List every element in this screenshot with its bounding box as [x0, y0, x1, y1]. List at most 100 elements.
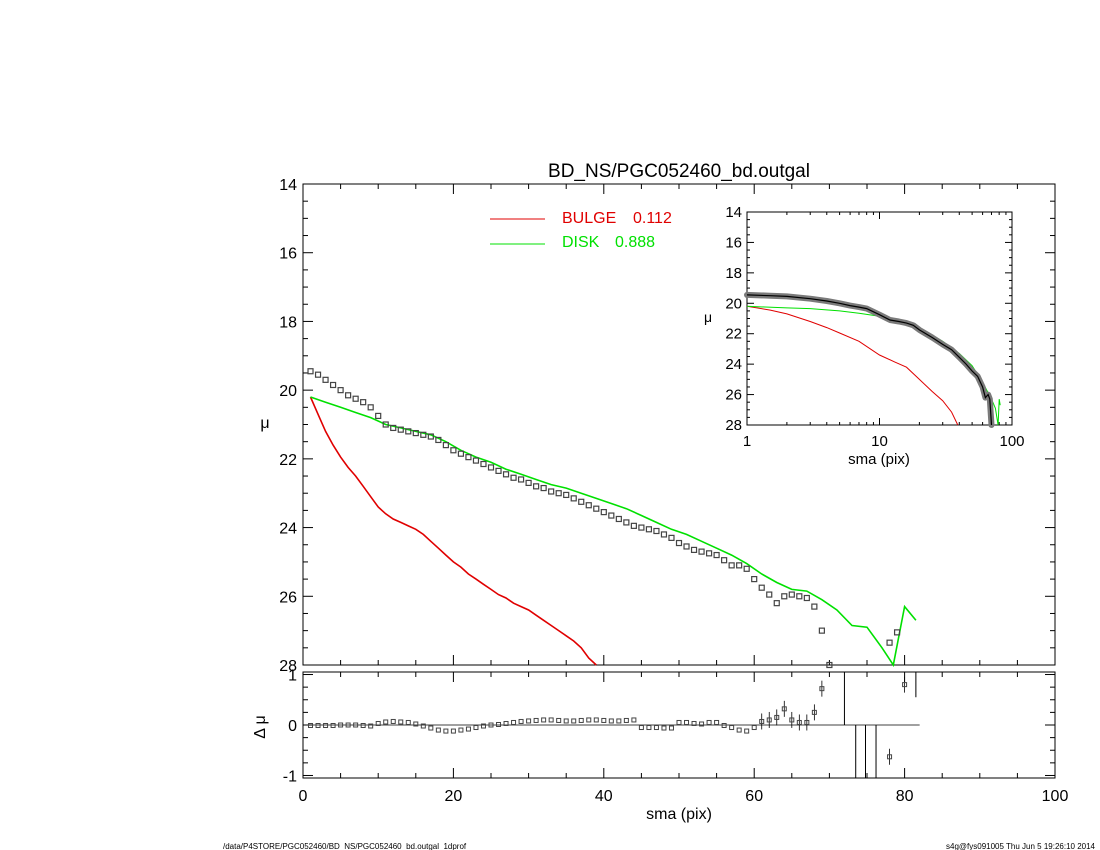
main-data-point — [653, 527, 660, 535]
residual-data-point — [526, 718, 532, 724]
main-data-point — [758, 584, 765, 591]
residual-x-tick-label: 60 — [745, 788, 763, 805]
residual-data-point — [601, 717, 607, 723]
main-data-point — [683, 543, 690, 550]
main-y-tick-labels: 14 16 18 20 22 24 26 28 — [279, 177, 297, 675]
main-data-point — [728, 562, 735, 569]
main-data-point — [345, 392, 352, 399]
main-y-tick-label: 26 — [279, 589, 297, 606]
legend-bulge-label: BULGE — [562, 210, 616, 227]
residual-data-point — [330, 723, 336, 729]
main-data-point — [675, 539, 683, 547]
residual-x-tick-label: 100 — [1042, 788, 1069, 805]
inset-y-tick-label: 22 — [725, 326, 742, 343]
residual-data-point — [789, 717, 795, 723]
main-y-tick-label: 28 — [279, 658, 297, 675]
residual-y-axis-label: Δ μ — [252, 715, 269, 738]
inset-y-tick-label: 18 — [725, 265, 742, 282]
main-data-point — [435, 436, 442, 444]
residual-data-point — [375, 720, 381, 726]
legend-disk-label: DISK — [562, 234, 600, 251]
main-data-point — [593, 505, 600, 512]
main-data-point — [405, 428, 412, 435]
main-data-point — [548, 488, 555, 495]
main-data-point — [390, 424, 397, 432]
main-bulge-line — [309, 396, 597, 666]
residual-data-point — [405, 719, 411, 725]
main-axis-ticks — [302, 183, 1056, 666]
main-data-point — [811, 603, 818, 610]
main-y-tick-label: 22 — [279, 452, 297, 469]
main-data-point — [690, 546, 698, 554]
residual-data-point — [751, 725, 757, 731]
main-data-point — [329, 381, 337, 389]
main-data-point — [623, 519, 630, 526]
residual-x-tick-label: 80 — [896, 788, 914, 805]
main-data-point — [705, 550, 713, 557]
residual-data-point — [661, 725, 667, 731]
residual-y-tick-label: 1 — [288, 668, 297, 685]
residual-data-point — [571, 718, 577, 724]
main-data-point — [307, 368, 314, 375]
main-data-point — [314, 371, 322, 378]
residual-data-point — [345, 722, 351, 728]
main-data-point — [645, 526, 653, 533]
residual-data-point — [308, 723, 314, 729]
inset-y-tick-label: 24 — [725, 356, 742, 373]
residual-data-point — [616, 718, 622, 724]
main-data-point — [457, 450, 465, 457]
main-data-point — [337, 387, 344, 394]
residual-data-point — [887, 754, 893, 760]
residual-data-point — [593, 717, 599, 723]
main-data-point — [698, 548, 705, 555]
main-data-point — [420, 431, 427, 438]
legend-disk-value: 0.888 — [615, 234, 655, 251]
residual-data-point — [759, 718, 765, 724]
inset-x-axis-label: sma (pix) — [848, 451, 910, 468]
footer-timestamp: s4g@fys091005 Thu Jun 5 19:26:10 2014 — [946, 842, 1096, 850]
residual-data-point — [315, 723, 321, 729]
residual-data-point — [744, 728, 750, 734]
main-data-point — [502, 471, 510, 478]
main-plot-panel: 14 16 18 20 22 24 26 28 μ BULGE 0.112 DISK 0.88… — [260, 177, 1056, 675]
main-data-point — [480, 460, 487, 468]
residual-series-group — [303, 672, 920, 778]
inset-y-tick-label: 16 — [725, 234, 742, 251]
residual-data-point — [902, 682, 908, 688]
main-disk-line — [310, 396, 917, 668]
residual-data-point — [465, 726, 471, 732]
residual-data-point — [766, 717, 772, 723]
main-series-group — [307, 368, 917, 669]
residual-x-axis-label: sma (pix) — [646, 806, 712, 823]
residual-data-point — [420, 723, 426, 729]
main-y-tick-label: 16 — [279, 246, 297, 263]
residual-data-point — [691, 720, 697, 726]
residual-data-point — [488, 722, 494, 728]
main-data-point — [751, 576, 758, 583]
residual-data-point — [578, 717, 584, 723]
main-data-point — [578, 498, 585, 505]
main-data-point — [465, 454, 472, 461]
footer-path: /data/P4STORE/PGC052460/BD_NS/PGC052460_… — [223, 842, 467, 850]
residual-data-point — [706, 719, 712, 725]
residual-data-point — [684, 719, 690, 725]
main-data-point — [427, 433, 434, 440]
inset-x-tick-label: 10 — [871, 433, 888, 450]
residual-data-point — [804, 719, 810, 725]
main-data-point — [638, 524, 645, 531]
inset-y-tick-label: 26 — [725, 387, 742, 404]
main-data-point — [495, 467, 502, 474]
residual-data-point — [443, 728, 449, 734]
residual-data-point — [631, 717, 637, 723]
main-data-point — [397, 426, 404, 433]
inset-y-tick-label: 20 — [725, 295, 742, 312]
main-data-point — [352, 395, 359, 402]
main-y-tick-label: 18 — [279, 314, 297, 331]
main-data-point — [773, 600, 780, 607]
main-data-point — [630, 522, 637, 529]
main-y-tick-label: 14 — [279, 177, 297, 194]
main-data-point — [660, 531, 668, 538]
main-data-point — [540, 484, 547, 492]
